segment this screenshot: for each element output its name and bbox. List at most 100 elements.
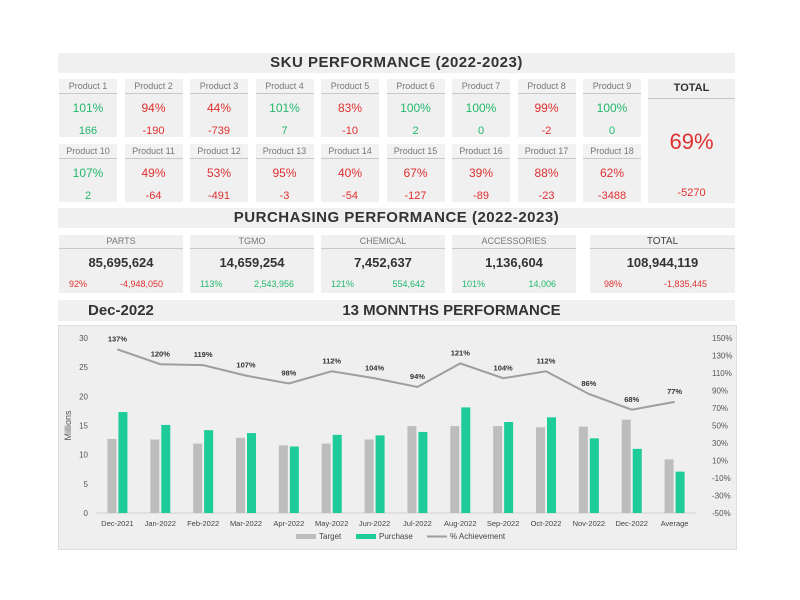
sku-card-label: Product 2 xyxy=(124,79,183,94)
sku-card-product-3: Product 3 44% -739 xyxy=(190,79,248,137)
y2-tick-label: 150% xyxy=(712,334,732,343)
sku-card-label: Product 4 xyxy=(255,79,314,94)
x-tick-label: Mar-2022 xyxy=(230,519,262,528)
target-bar xyxy=(236,437,245,513)
y2-tick-label: 130% xyxy=(712,352,732,361)
x-tick-label: Jan-2022 xyxy=(145,519,176,528)
legend-swatch-target xyxy=(296,534,316,539)
sku-card-product-16: Product 16 39% -89 xyxy=(452,144,510,202)
purchasing-card-chemical: CHEMICAL 7,452,637 121% 554,642 xyxy=(321,235,445,293)
purchasing-card-diff: 2,543,956 xyxy=(253,279,294,289)
sku-card-label: Product 6 xyxy=(386,79,445,94)
target-bar xyxy=(150,439,160,513)
purchasing-card-diff: 14,006 xyxy=(528,279,556,289)
sku-card-product-5: Product 5 83% -10 xyxy=(321,79,379,137)
monthly-period: Dec-2022 xyxy=(88,302,154,319)
sku-card-pct: 99% xyxy=(534,101,559,115)
x-tick-label: Dec-2021 xyxy=(101,519,134,528)
purchasing-card-label: TGMO xyxy=(190,235,314,249)
y-axis-label: Millions xyxy=(63,410,73,441)
y2-tick-label: -30% xyxy=(712,492,731,501)
purchasing-card-diff: -4,948,050 xyxy=(119,279,163,289)
x-tick-label: Aug-2022 xyxy=(444,519,477,528)
sku-card-value: -739 xyxy=(207,125,231,137)
achievement-data-label: 112% xyxy=(322,356,341,365)
sku-card-value: 0 xyxy=(477,125,485,137)
sku-card-value: 7 xyxy=(281,125,288,137)
sku-card-value: -10 xyxy=(342,125,358,137)
purchase-bar xyxy=(461,407,471,513)
sku-card-product-14: Product 14 40% -54 xyxy=(321,144,379,202)
x-tick-label: Apr-2022 xyxy=(273,519,304,528)
sku-card-pct: 101% xyxy=(269,101,300,115)
sku-card-label: Product 5 xyxy=(321,79,379,94)
sku-card-label: Product 13 xyxy=(255,144,314,159)
target-bar xyxy=(278,445,288,513)
y-tick-label: 10 xyxy=(79,451,88,460)
sku-card-pct: 62% xyxy=(599,166,625,180)
y2-tick-label: 90% xyxy=(712,387,728,396)
purchasing-card-parts: PARTS 85,695,624 92% -4,948,050 xyxy=(59,235,183,293)
sku-card-pct: 83% xyxy=(337,101,363,115)
purchasing-total-value: 108,944,119 xyxy=(626,255,699,270)
sku-card-product-17: Product 17 88% -23 xyxy=(517,144,576,202)
sku-card-value: -190 xyxy=(142,125,165,137)
sku-card-product-13: Product 13 95% -3 xyxy=(255,144,314,202)
sku-card-label: Product 14 xyxy=(321,144,379,159)
sku-total-card: TOTAL 69% -5270 xyxy=(648,79,735,203)
purchasing-card-label: ACCESSORIES xyxy=(452,235,576,249)
sku-card-pct: 44% xyxy=(206,101,232,115)
sku-card-pct: 94% xyxy=(141,101,166,115)
purchasing-card-pct: 121% xyxy=(331,279,355,289)
sku-card-value: -23 xyxy=(538,190,555,202)
achievement-data-label: 104% xyxy=(365,363,385,372)
sku-card-value: -64 xyxy=(145,190,162,202)
y2-tick-label: 50% xyxy=(712,422,728,431)
monthly-performance-chart: 0 5 10 15 20 25 30 -50% -30% -10% 10% 30% 50% 70% 90% 1… xyxy=(58,325,737,550)
y-tick-label: 25 xyxy=(79,363,88,372)
sku-card-product-2: Product 2 94% -190 xyxy=(124,79,183,137)
sku-card-label: Product 12 xyxy=(190,144,248,159)
x-tick-label: Nov-2022 xyxy=(573,519,606,528)
sku-card-label: Product 1 xyxy=(59,79,117,94)
sku-card-product-9: Product 9 100% 0 xyxy=(583,79,641,137)
purchase-bar xyxy=(675,471,685,513)
y-tick-label: 15 xyxy=(79,422,88,431)
purchasing-card-value: 14,659,254 xyxy=(219,255,285,270)
y2-tick-label: 110% xyxy=(712,369,732,378)
target-bar xyxy=(536,427,545,513)
sku-card-product-8: Product 8 99% -2 xyxy=(517,79,576,137)
sku-card-pct: 95% xyxy=(272,166,297,180)
y-tick-label: 20 xyxy=(79,392,88,401)
achievement-data-label: 112% xyxy=(537,356,556,365)
sku-card-pct: 49% xyxy=(141,166,166,180)
purchasing-total-pct: 98% xyxy=(604,279,623,289)
sku-card-label: Product 18 xyxy=(583,144,641,159)
monthly-header: Dec-2022 13 MONNTHS PERFORMANCE xyxy=(58,300,735,321)
sku-card-product-12: Product 12 53% -491 xyxy=(190,144,248,202)
sku-card-pct: 67% xyxy=(403,166,428,180)
achievement-data-label: 120% xyxy=(151,349,171,358)
legend-label-target: Target xyxy=(319,532,342,541)
y2-tick-label: -10% xyxy=(712,474,731,483)
sku-card-value: 0 xyxy=(608,125,616,137)
sku-card-product-1: Product 1 101% 166 xyxy=(59,79,117,137)
sku-card-label: Product 9 xyxy=(583,79,641,94)
x-tick-label: Feb-2022 xyxy=(187,519,219,528)
monthly-title: 13 MONNTHS PERFORMANCE xyxy=(342,302,561,319)
x-tick-label: Sep-2022 xyxy=(487,519,520,528)
purchase-bar xyxy=(332,434,342,513)
target-bar xyxy=(407,426,417,513)
sku-total-pct: 69% xyxy=(669,129,714,154)
sku-card-label: Product 8 xyxy=(517,79,576,94)
sku-card-pct: 100% xyxy=(400,101,431,115)
purchase-bar xyxy=(504,422,514,513)
target-bar xyxy=(578,426,588,513)
y2-tick-label: 70% xyxy=(712,404,728,413)
achievement-data-label: 119% xyxy=(194,350,213,359)
target-bar xyxy=(450,426,460,513)
sku-card-pct: 39% xyxy=(468,166,494,180)
achievement-data-label: 86% xyxy=(581,379,596,388)
purchase-bar xyxy=(375,435,385,513)
target-bar xyxy=(107,438,117,513)
